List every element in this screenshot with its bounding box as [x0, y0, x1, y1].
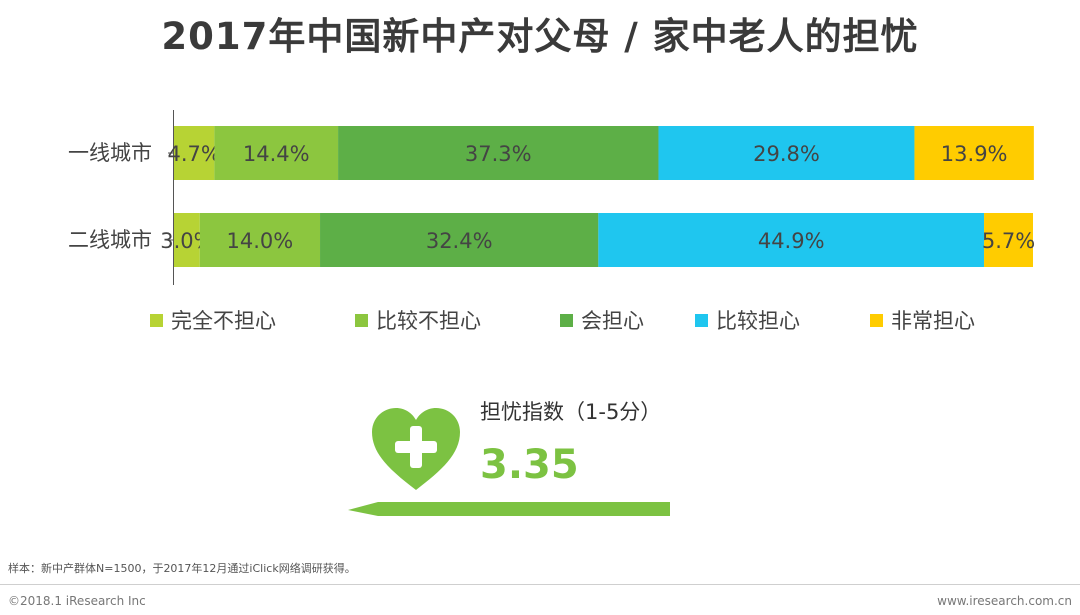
- legend-swatch: [695, 313, 708, 327]
- index-value: 3.35: [480, 442, 579, 488]
- legend-label: 会担心: [581, 309, 644, 333]
- data-label: 14.0%: [227, 229, 294, 253]
- chart-legend: 完全不担心 比较不担心 会担心 比较担心 非常担心: [150, 303, 1050, 337]
- index-underline-shape: [348, 502, 670, 516]
- legend-item: 比较不担心: [355, 303, 481, 337]
- category-label: 一线城市: [68, 141, 152, 165]
- index-label: 担忧指数（1-5分）: [480, 400, 662, 424]
- data-label: 4.7%: [168, 142, 221, 166]
- heart-plus-icon: [372, 408, 460, 490]
- data-label: 14.4%: [243, 142, 310, 166]
- bar-segment: [338, 126, 659, 180]
- bar-segment: [320, 213, 599, 267]
- bar-segment: [199, 213, 321, 267]
- data-label: 13.9%: [941, 142, 1008, 166]
- bar-segment: [174, 213, 200, 267]
- bar-segment: [214, 126, 339, 180]
- category-label: 二线城市: [68, 228, 152, 252]
- legend-swatch: [355, 313, 368, 327]
- legend-item: 比较担心: [695, 303, 800, 337]
- bar-segment: [914, 126, 1034, 180]
- footer-divider: [0, 584, 1080, 585]
- legend-item: 会担心: [560, 303, 644, 337]
- data-label: 44.9%: [758, 229, 825, 253]
- copyright: ©2018.1 iResearch Inc: [8, 594, 146, 608]
- website-link[interactable]: www.iresearch.com.cn: [937, 594, 1072, 608]
- stacked-bar-chart: 一线城市 4.7% 14.4% 37.3% 29.8% 13.9%二线城市 3.0% 14.0…: [68, 110, 1035, 285]
- legend-item: 非常担心: [870, 303, 975, 337]
- sample-note: 样本：新中产群体N=1500，于2017年12月通过iClick网络调研获得。: [8, 562, 356, 575]
- legend-label: 比较担心: [716, 309, 800, 333]
- index-underline-bar: [348, 502, 670, 516]
- data-label: 5.7%: [982, 229, 1035, 253]
- data-label: 29.8%: [753, 142, 820, 166]
- plus-horizontal: [395, 441, 437, 453]
- legend-swatch: [560, 313, 573, 327]
- bar-segment: [658, 126, 915, 180]
- data-label: 32.4%: [426, 229, 493, 253]
- legend-label: 比较不担心: [376, 309, 481, 333]
- legend-item: 完全不担心: [150, 303, 276, 337]
- legend-label: 完全不担心: [171, 309, 276, 333]
- legend-swatch: [150, 313, 163, 327]
- legend-swatch: [870, 313, 883, 327]
- bar-segment: [984, 213, 1033, 267]
- chart-title: 2017年中国新中产对父母 / 家中老人的担忧: [161, 15, 919, 58]
- bar-segment: [174, 126, 215, 180]
- worry-index-panel: 担忧指数（1-5分） 3.35: [348, 390, 678, 530]
- bar-segment: [598, 213, 985, 267]
- data-label: 37.3%: [465, 142, 532, 166]
- legend-label: 非常担心: [891, 309, 975, 333]
